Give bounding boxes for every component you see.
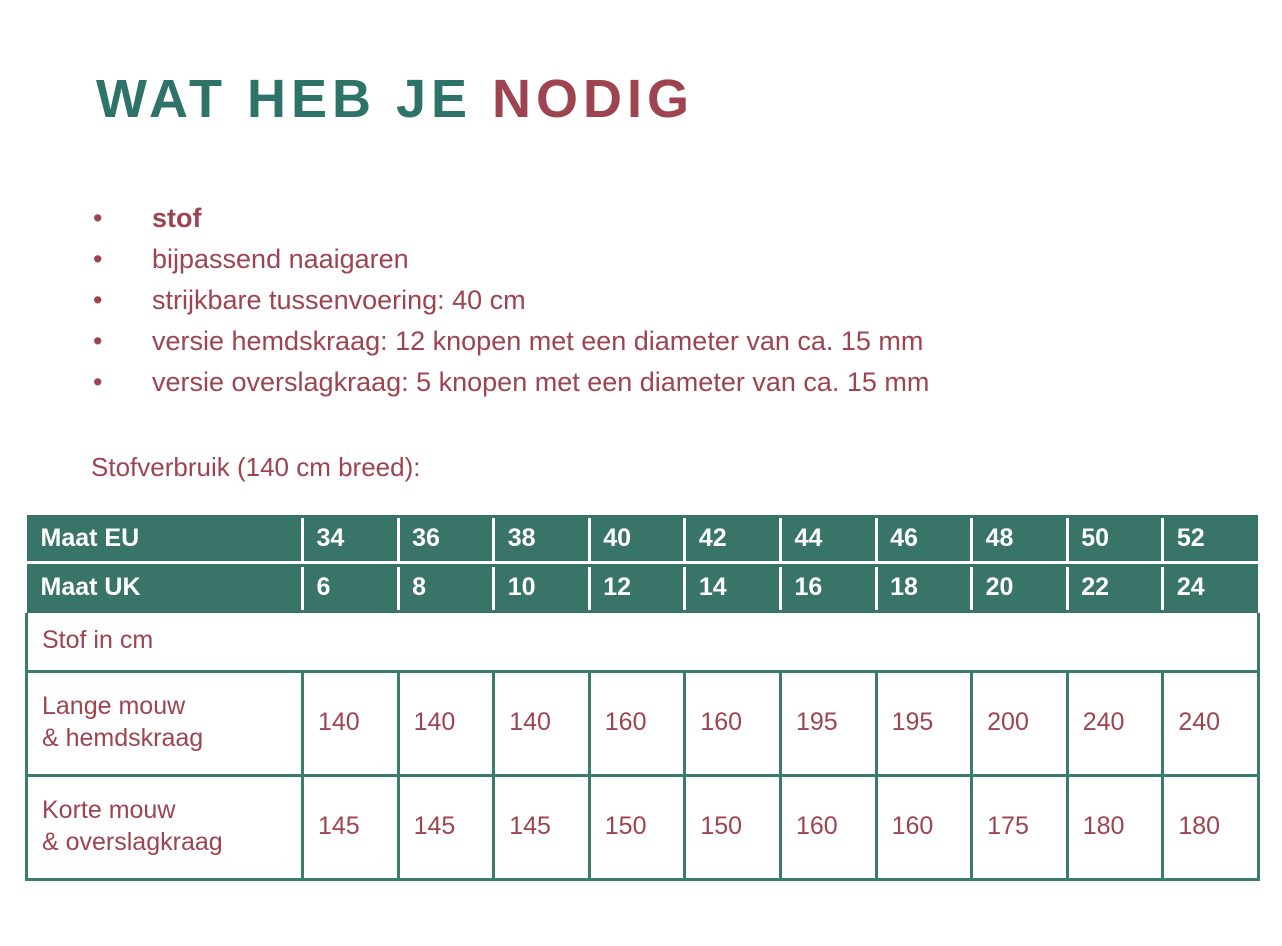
page-title: WAT HEB JE NODIG xyxy=(96,72,694,126)
cell-short-sleeve: 150 xyxy=(587,775,685,881)
table-body: Stof in cm Lange mouw & hemdskraag 140 1… xyxy=(25,613,1260,881)
bullet-icon: • xyxy=(93,244,103,274)
fabric-usage-table: Maat EU 34 36 38 40 42 44 46 48 50 52 Ma… xyxy=(25,515,1260,881)
table-row-short-sleeve: Korte mouw & overslagkraag 145 145 145 1… xyxy=(25,775,1260,881)
cell-long-sleeve: 140 xyxy=(396,671,494,777)
cell-uk-size: 16 xyxy=(778,564,877,613)
cell-uk-size: 6 xyxy=(301,564,399,613)
cell-short-sleeve: 145 xyxy=(396,775,494,881)
cell-eu-size: 42 xyxy=(683,515,781,564)
cell-long-sleeve: 160 xyxy=(587,671,685,777)
page-title-red: NODIG xyxy=(492,69,695,130)
table-row-long-sleeve: Lange mouw & hemdskraag 140 140 140 160 … xyxy=(25,671,1260,777)
cell-long-sleeve: 195 xyxy=(778,671,877,777)
cell-short-sleeve: 160 xyxy=(778,775,877,881)
list-item-label: versie hemdskraag: 12 knopen met een dia… xyxy=(152,326,924,356)
cell-long-sleeve: 140 xyxy=(301,671,399,777)
cell-long-sleeve: 200 xyxy=(970,671,1068,777)
list-item: • stof xyxy=(90,198,1210,239)
cell-long-sleeve: 240 xyxy=(1065,671,1163,777)
bullet-icon: • xyxy=(93,285,103,315)
list-item: • versie hemdskraag: 12 knopen met een d… xyxy=(90,321,1210,362)
table-row-section-header: Stof in cm xyxy=(25,613,1260,673)
cell-long-sleeve: 240 xyxy=(1161,671,1260,777)
list-item-label: stof xyxy=(152,203,202,233)
row-header-short-sleeve: Korte mouw & overslagkraag xyxy=(25,775,303,881)
cell-eu-size: 38 xyxy=(492,515,590,564)
row-header-short-sleeve-line2: & overslagkraag xyxy=(42,828,223,856)
cell-eu-size: 34 xyxy=(301,515,399,564)
cell-short-sleeve: 160 xyxy=(874,775,972,881)
cell-eu-size: 44 xyxy=(778,515,877,564)
row-header-short-sleeve-line1: Korte mouw xyxy=(42,796,176,824)
table-row-uk-sizes: Maat UK 6 8 10 12 14 16 18 20 22 24 xyxy=(26,564,1259,613)
cell-eu-size: 50 xyxy=(1065,515,1163,564)
fabric-usage-table-container: Maat EU 34 36 38 40 42 44 46 48 50 52 Ma… xyxy=(25,515,1260,881)
cell-short-sleeve: 175 xyxy=(970,775,1068,881)
cell-short-sleeve: 180 xyxy=(1161,775,1260,881)
cell-short-sleeve: 150 xyxy=(683,775,781,881)
list-item: • strijkbare tussenvoering: 40 cm xyxy=(90,280,1210,321)
row-header-long-sleeve-line2: & hemdskraag xyxy=(42,724,204,752)
row-header-long-sleeve: Lange mouw & hemdskraag xyxy=(25,671,303,777)
list-item-label: bijpassend naaigaren xyxy=(152,244,409,274)
cell-uk-size: 12 xyxy=(587,564,685,613)
cell-long-sleeve: 195 xyxy=(874,671,972,777)
cell-long-sleeve: 140 xyxy=(492,671,590,777)
list-item-label: versie overslagkraag: 5 knopen met een d… xyxy=(152,367,930,397)
cell-eu-size: 46 xyxy=(874,515,972,564)
materials-list: • stof • bijpassend naaigaren • strijkba… xyxy=(90,198,1210,403)
cell-long-sleeve: 160 xyxy=(683,671,781,777)
cell-uk-size: 24 xyxy=(1161,564,1259,613)
cell-eu-size: 52 xyxy=(1161,515,1259,564)
cell-eu-size: 48 xyxy=(970,515,1068,564)
fabric-usage-heading: Stofverbruik (140 cm breed): xyxy=(91,452,421,482)
cell-uk-size: 8 xyxy=(396,564,494,613)
cell-short-sleeve: 145 xyxy=(492,775,590,881)
row-header-uk: Maat UK xyxy=(26,564,303,613)
cell-short-sleeve: 180 xyxy=(1065,775,1163,881)
cell-eu-size: 40 xyxy=(587,515,685,564)
table-head: Maat EU 34 36 38 40 42 44 46 48 50 52 Ma… xyxy=(26,515,1259,613)
bullet-icon: • xyxy=(93,203,103,233)
cell-short-sleeve: 145 xyxy=(301,775,399,881)
cell-uk-size: 18 xyxy=(874,564,972,613)
cell-uk-size: 20 xyxy=(970,564,1068,613)
list-item-label: strijkbare tussenvoering: 40 cm xyxy=(152,285,526,315)
list-item: • bijpassend naaigaren xyxy=(90,239,1210,280)
cell-uk-size: 10 xyxy=(492,564,590,613)
table-row-eu-sizes: Maat EU 34 36 38 40 42 44 46 48 50 52 xyxy=(26,515,1259,564)
row-header-long-sleeve-line1: Lange mouw xyxy=(42,692,186,720)
row-header-eu: Maat EU xyxy=(26,515,303,564)
section-label-fabric-cm: Stof in cm xyxy=(25,613,1260,673)
cell-uk-size: 14 xyxy=(683,564,781,613)
page-title-teal: WAT HEB JE xyxy=(96,69,473,130)
list-item: • versie overslagkraag: 5 knopen met een… xyxy=(90,362,1210,403)
bullet-icon: • xyxy=(93,367,103,397)
cell-eu-size: 36 xyxy=(396,515,494,564)
bullet-icon: • xyxy=(93,326,103,356)
cell-uk-size: 22 xyxy=(1065,564,1163,613)
